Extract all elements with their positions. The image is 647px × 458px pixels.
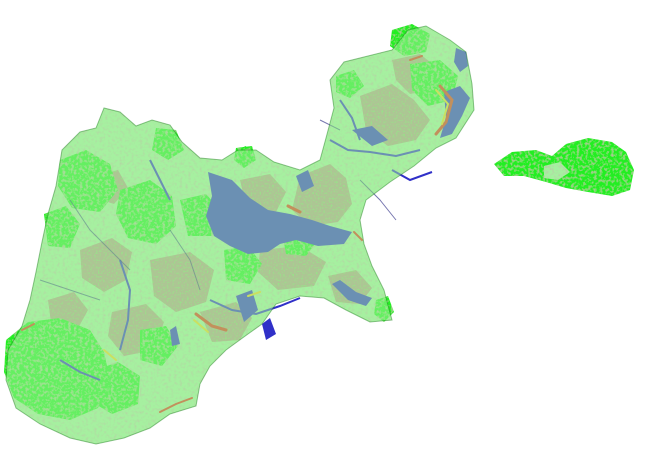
east-island bbox=[494, 138, 634, 196]
